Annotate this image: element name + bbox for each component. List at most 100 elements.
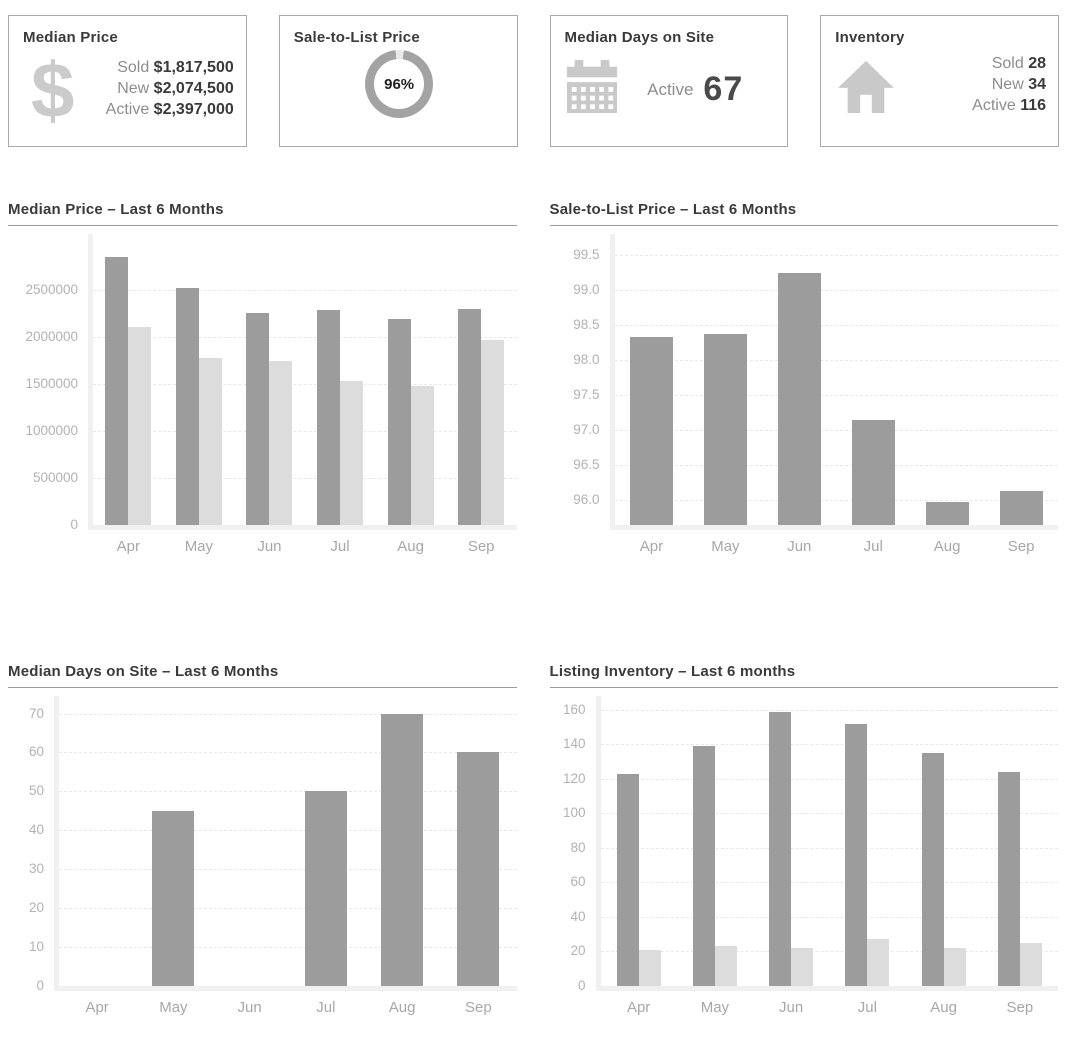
kpi-label: Active <box>972 97 1016 114</box>
bar <box>925 501 969 525</box>
plot <box>88 234 517 530</box>
x-axis-tick-label: Jun <box>787 538 812 555</box>
chart-title: Median Price – Last 6 Months <box>8 201 517 226</box>
gridline <box>54 713 517 715</box>
x-axis-tick-label: Jun <box>237 999 262 1016</box>
bar <box>629 337 673 525</box>
gridline <box>88 290 517 292</box>
chart-title: Sale-to-List Price – Last 6 Months <box>549 201 1058 226</box>
x-axis-tick-label: May <box>184 538 214 555</box>
y-axis-tick-label: 120 <box>562 770 586 786</box>
donut-gauge: 96% <box>365 50 434 118</box>
plot <box>609 234 1058 530</box>
kpi-row: New 34 <box>972 74 1046 95</box>
x-axis-tick-label: Apr <box>85 999 109 1016</box>
x-axis-tick-label: Aug <box>930 999 957 1016</box>
gridline <box>609 360 1058 362</box>
bar-group <box>829 696 905 986</box>
kpi-cards-row: Median Price $ Sold $1,817,500 New $2,07… <box>0 0 1074 147</box>
bar <box>921 752 944 986</box>
bar <box>198 357 222 525</box>
chart-plot-area: 0 10 20 30 40 50 60 70 Apr May Jun Jul Aug Sep <box>8 696 517 1026</box>
charts-grid: Median Price – Last 6 Months 0 500000 1000… <box>8 201 1058 1026</box>
bar <box>845 723 868 986</box>
card-median-price: Median Price $ Sold $1,817,500 New $2,07… <box>8 15 247 147</box>
bar <box>769 711 792 986</box>
bar-group <box>440 696 516 986</box>
x-axis-tick-label: Sep <box>465 999 492 1016</box>
gridline <box>609 395 1058 397</box>
bar <box>457 752 500 986</box>
y-axis-tick-label: 0 <box>36 978 44 993</box>
x-axis-tick-label: Apr <box>116 538 140 555</box>
kpi-row: Sold 28 <box>972 53 1046 74</box>
gridline <box>595 709 1058 711</box>
chart-listing-inventory: Listing Inventory – Last 6 months 0 20 40 6… <box>549 663 1058 1026</box>
y-axis-tick-label: 160 <box>562 701 586 717</box>
x-axis-labels: Apr May Jun Jul Aug Sep <box>615 538 1059 555</box>
y-axis-tick-label: 2000000 <box>25 329 78 345</box>
gridline <box>609 465 1058 467</box>
x-axis-tick-label: Aug <box>388 999 416 1016</box>
bar <box>1019 942 1042 986</box>
kpi-row: Active $2,397,000 <box>106 99 234 120</box>
bar <box>997 771 1020 986</box>
gridline <box>88 384 517 386</box>
kpi-value: $2,397,000 <box>153 100 234 118</box>
bar-group <box>234 234 305 525</box>
y-axis-tick-label: 97.5 <box>573 387 600 403</box>
gridline <box>595 916 1058 918</box>
y-axis-tick-label: 0 <box>577 978 586 993</box>
bar <box>128 326 152 525</box>
bar <box>269 360 293 525</box>
gridline <box>609 500 1058 502</box>
kpi-label: Active <box>105 100 150 118</box>
bar-group <box>93 234 164 525</box>
bar-group <box>906 696 982 986</box>
gridline <box>609 325 1058 327</box>
y-axis-tick-label: 10 <box>28 939 44 955</box>
gridline <box>609 430 1058 432</box>
y-axis-tick-label: 1000000 <box>25 423 78 439</box>
y-axis-tick-label: 140 <box>562 736 586 752</box>
y-axis-tick-label: 96.0 <box>573 492 600 508</box>
x-axis-tick-label: Jun <box>779 999 804 1016</box>
y-axis-tick-label: 97.0 <box>573 422 600 438</box>
card-title: Inventory <box>835 29 905 46</box>
kpi-value: $1,817,500 <box>153 58 234 76</box>
y-axis-tick-label: 60 <box>28 744 44 760</box>
x-axis-tick-label: May <box>711 538 740 555</box>
gridline <box>595 744 1058 746</box>
bar <box>943 948 966 986</box>
bar-group <box>212 696 288 986</box>
bar <box>638 949 661 986</box>
bar <box>246 312 270 525</box>
card-median-days: Median Days on Site Active 67 <box>549 15 789 147</box>
gridline <box>595 882 1058 884</box>
dollar-icon: $ <box>31 46 75 134</box>
card-sale-to-list: Sale-to-List Price 96% <box>278 15 518 147</box>
bar <box>777 273 821 525</box>
gridline <box>54 908 517 910</box>
bar-group <box>59 696 135 986</box>
y-axis-tick-label: 96.5 <box>573 457 600 473</box>
bar <box>381 713 424 986</box>
bar-group <box>688 234 762 525</box>
kpi-label: Sold <box>991 55 1024 72</box>
chart-plot-area: 96.0 96.5 97.0 97.5 98.0 98.5 99.0 99.5 Apr May Ju… <box>550 234 1059 565</box>
y-axis-tick-label: 99.5 <box>573 247 600 263</box>
chart-plot-area: 0 500000 1000000 1500000 2000000 2500000 Apr Ma… <box>8 234 517 565</box>
gridline <box>54 830 517 832</box>
plot <box>54 696 517 991</box>
y-axis-tick-label: 30 <box>28 861 44 877</box>
x-axis-tick-label: Apr <box>626 999 651 1016</box>
gridline <box>88 478 517 480</box>
bar-group <box>910 234 984 525</box>
x-axis-tick-label: Apr <box>639 538 664 555</box>
gridline <box>595 951 1058 953</box>
plot <box>595 696 1058 991</box>
gauge-percent: 96% <box>384 75 415 93</box>
gridline <box>54 752 517 754</box>
x-axis-tick-label: Sep <box>1007 538 1035 555</box>
bar <box>458 309 482 525</box>
